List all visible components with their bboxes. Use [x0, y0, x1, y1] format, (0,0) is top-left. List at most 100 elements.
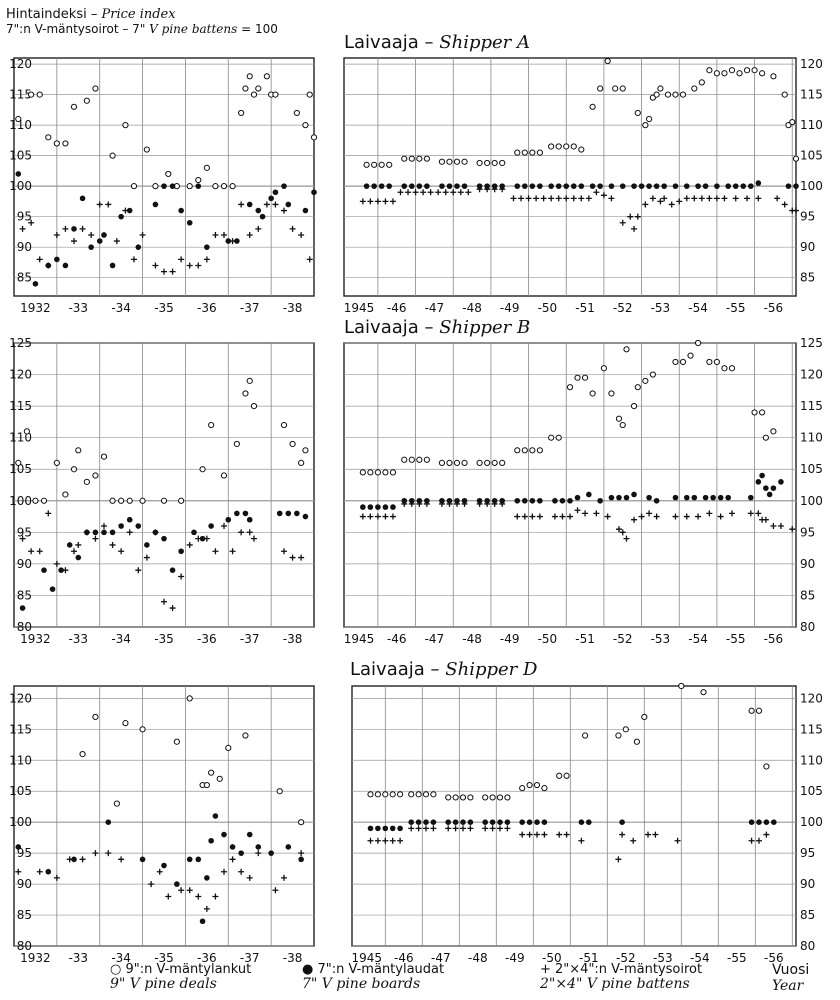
panel-title-b: Laivaaja – Shipper B — [344, 317, 531, 338]
point-battens — [83, 529, 90, 536]
x-tick-label: -46 — [394, 951, 414, 965]
y-tick-label-left: 115 — [9, 722, 32, 736]
point-boards — [101, 232, 107, 238]
x-tick-label: 1932 — [20, 632, 51, 646]
point-deals — [548, 434, 555, 441]
point-boards — [653, 183, 660, 189]
point-boards — [79, 195, 86, 202]
point-boards — [491, 497, 498, 504]
point-deals — [484, 459, 491, 467]
x-tick-label: -51 — [575, 632, 595, 646]
x-tick-label: -36 — [197, 951, 217, 965]
point-deals — [653, 91, 660, 98]
point-deals — [310, 134, 318, 141]
point-boards — [268, 850, 274, 856]
point-battens — [272, 201, 279, 208]
point-deals — [529, 149, 536, 156]
point-battens — [698, 195, 705, 202]
point-boards — [234, 238, 240, 244]
point-boards — [58, 567, 64, 573]
point-deals — [622, 726, 629, 733]
point-battens — [367, 513, 374, 520]
point-battens — [238, 868, 245, 875]
y-tick-label-left: 90 — [17, 557, 32, 571]
point-deals — [242, 390, 249, 397]
point-battens — [604, 513, 611, 520]
x-tick-label: 1945 — [352, 951, 383, 965]
point-boards — [497, 819, 503, 825]
point-battens — [71, 548, 77, 555]
point-boards — [785, 183, 792, 189]
point-deals — [694, 339, 702, 347]
point-boards — [397, 825, 403, 832]
point-battens — [165, 893, 172, 900]
y-tick-label-left: 95 — [17, 210, 32, 224]
point-boards — [246, 516, 253, 523]
point-battens — [534, 831, 540, 838]
point-deals — [92, 472, 99, 479]
y-tick-label-right: 80 — [800, 620, 815, 634]
point-battens — [66, 856, 73, 863]
x-tick-label: 1945 — [344, 632, 375, 646]
point-deals — [759, 70, 766, 77]
point-battens — [53, 874, 60, 881]
point-deals — [250, 403, 258, 410]
point-deals — [642, 122, 649, 129]
point-deals — [408, 456, 415, 463]
point-battens — [446, 500, 453, 507]
point-boards — [653, 497, 660, 504]
point-battens — [389, 198, 396, 205]
point-boards — [661, 183, 667, 189]
point-battens — [450, 189, 457, 196]
point-boards — [19, 605, 26, 611]
point-deals — [438, 459, 446, 467]
point-boards — [559, 497, 566, 504]
point-deals — [126, 497, 133, 504]
y-tick-label-left: 80 — [17, 620, 32, 634]
x-tick-label: -48 — [462, 301, 482, 315]
y-tick-label-right: 115 — [800, 88, 823, 102]
point-battens — [619, 831, 626, 838]
x-tick-label: -49 — [505, 951, 525, 965]
point-boards — [386, 183, 393, 189]
point-boards — [499, 183, 506, 189]
point-boards — [597, 183, 603, 189]
point-battens — [774, 195, 781, 202]
point-deals — [728, 67, 736, 74]
point-deals — [122, 122, 129, 129]
point-deals — [246, 73, 253, 80]
point-deals — [589, 103, 596, 110]
point-deals — [423, 155, 430, 162]
x-tick-label: -55 — [727, 951, 747, 965]
point-boards — [770, 485, 777, 491]
point-battens — [246, 874, 253, 881]
point-boards — [45, 868, 52, 875]
point-battens — [578, 837, 585, 844]
point-boards — [71, 856, 77, 863]
point-battens — [251, 535, 257, 542]
point-deals — [306, 91, 313, 98]
point-deals — [548, 143, 555, 150]
point-boards — [285, 510, 292, 517]
y-tick-label-left: 120 — [9, 368, 32, 382]
x-tick-label: -37 — [240, 632, 260, 646]
point-deals — [216, 775, 223, 782]
point-deals — [672, 358, 679, 366]
point-battens — [793, 207, 799, 214]
point-boards — [534, 819, 540, 825]
point-deals — [32, 497, 39, 504]
y-tick-label-right: 110 — [800, 431, 823, 445]
point-battens — [298, 231, 305, 238]
point-deals — [208, 421, 215, 429]
point-battens — [442, 189, 449, 196]
header-title-en: Price index — [101, 7, 176, 22]
point-boards — [195, 183, 202, 189]
y-tick-label-right: 90 — [800, 877, 815, 891]
point-boards — [446, 497, 453, 504]
point-deals — [374, 469, 381, 476]
x-tick-label: -51 — [575, 301, 595, 315]
point-battens — [263, 201, 270, 208]
point-boards — [15, 844, 22, 850]
point-battens — [79, 225, 86, 232]
point-deals — [529, 447, 536, 454]
